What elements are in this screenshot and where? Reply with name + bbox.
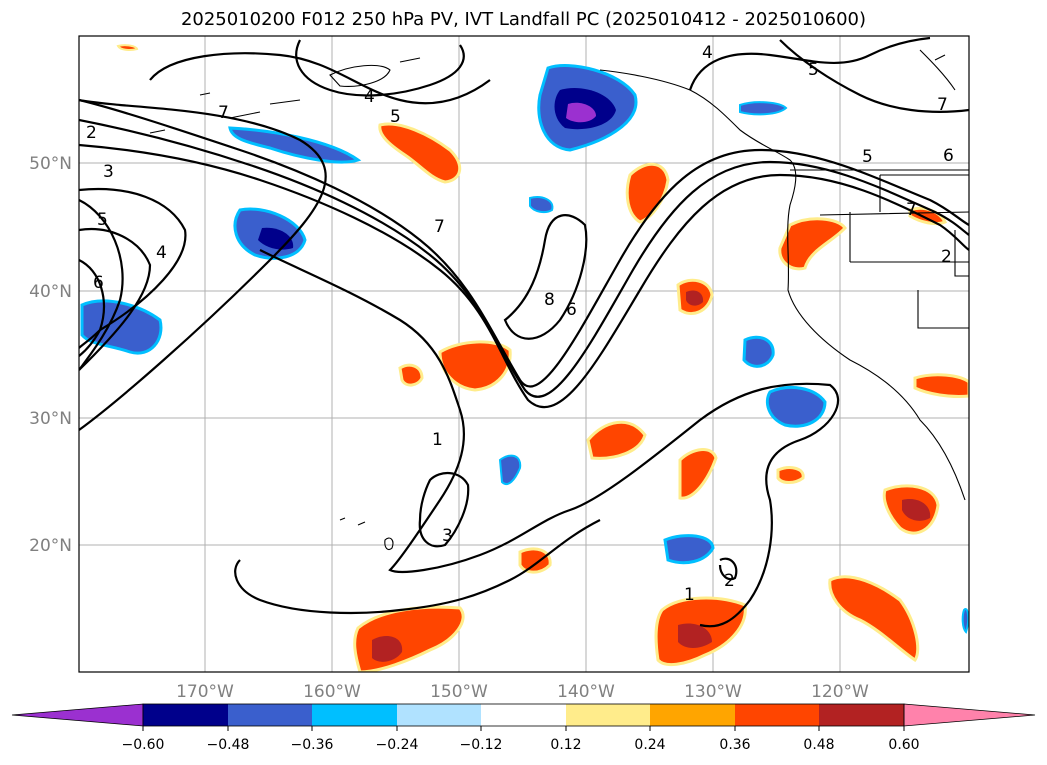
- contour-label: 6: [943, 146, 954, 166]
- contour-label: 6: [566, 300, 577, 320]
- contour-label: 1: [432, 430, 443, 450]
- colorbar: −0.60 −0.48 −0.36 −0.24 −0.12 0.12 0.24 …: [11, 703, 1036, 753]
- colorbar-segment: [397, 704, 481, 726]
- colorbar-tick-label: 0.60: [888, 737, 919, 753]
- lat-label-50n: 50°N: [29, 154, 72, 174]
- lat-label-20n: 20°N: [29, 536, 72, 556]
- colorbar-tick-label: 0.12: [550, 737, 581, 753]
- contour-label: 7: [937, 95, 948, 115]
- colorbar-segment: [735, 704, 819, 726]
- colorbar-segment: [819, 704, 904, 726]
- contour-label: 7: [434, 217, 445, 237]
- colorbar-tick-label: −0.48: [207, 737, 250, 753]
- colorbar-tick-label: 0.24: [634, 737, 665, 753]
- contour-label: 4: [156, 243, 167, 263]
- colorbar-segment: [312, 704, 397, 726]
- colorbar-segment: [143, 704, 228, 726]
- colorbar-segment: [228, 704, 312, 726]
- lon-label-160w: 160°W: [303, 682, 361, 702]
- colorbar-tick-label: −0.60: [122, 737, 165, 753]
- contour-label: 1: [684, 585, 695, 605]
- contour-label: 3: [442, 526, 453, 546]
- colorbar-segment: [650, 704, 735, 726]
- longitude-labels: 170°W 160°W 150°W 140°W 130°W 120°W: [176, 682, 869, 702]
- contour-label: 8: [544, 290, 555, 310]
- coastlines: [149, 49, 969, 551]
- latitude-labels: 50°N 40°N 30°N 20°N: [29, 154, 72, 556]
- colorbar-tick-label: −0.12: [460, 737, 503, 753]
- contour-label: 7: [218, 103, 229, 123]
- colorbar-tick-label: 0.48: [803, 737, 834, 753]
- positive-anomaly-regions: [116, 44, 969, 672]
- colorbar-segment: [566, 704, 650, 726]
- lon-label-170w: 170°W: [176, 682, 234, 702]
- contour-label: 4: [702, 43, 713, 63]
- colorbar-extend-high: [903, 703, 1036, 727]
- negative-anomaly-regions: [80, 64, 969, 634]
- contour-label: 7: [906, 200, 917, 220]
- contour-label: 5: [862, 147, 873, 167]
- contour-label: 4: [364, 87, 375, 107]
- map-title: 2025010200 F012 250 hPa PV, IVT Landfall…: [180, 9, 867, 30]
- colorbar-extend-low: [11, 703, 144, 727]
- map-frame: [78, 35, 970, 673]
- contour-label: 5: [97, 210, 108, 230]
- ivt-contours: [79, 36, 969, 628]
- contour-label: 5: [808, 60, 819, 80]
- contour-label: 2: [724, 571, 735, 591]
- contour-label: 2: [941, 247, 952, 267]
- contour-label: 6: [93, 273, 104, 293]
- lon-label-120w: 120°W: [811, 682, 869, 702]
- lon-label-130w: 130°W: [684, 682, 742, 702]
- colorbar-tick-label: −0.24: [376, 737, 419, 753]
- contour-labels: 2 3 5 6 4 7 4 5 7 8 6 1 3 2 1 4 5 6 5 7 …: [86, 43, 954, 605]
- lat-label-40n: 40°N: [29, 282, 72, 302]
- colorbar-segment: [481, 704, 566, 726]
- colorbar-tick-label: 0.36: [719, 737, 750, 753]
- contour-label: 3: [103, 162, 114, 182]
- lat-label-30n: 30°N: [29, 409, 72, 429]
- contour-label: 5: [390, 107, 401, 127]
- contour-label: 2: [86, 123, 97, 143]
- colorbar-ticks: [142, 726, 905, 731]
- colorbar-tick-label: −0.36: [291, 737, 334, 753]
- lon-label-140w: 140°W: [557, 682, 615, 702]
- lon-label-150w: 150°W: [430, 682, 488, 702]
